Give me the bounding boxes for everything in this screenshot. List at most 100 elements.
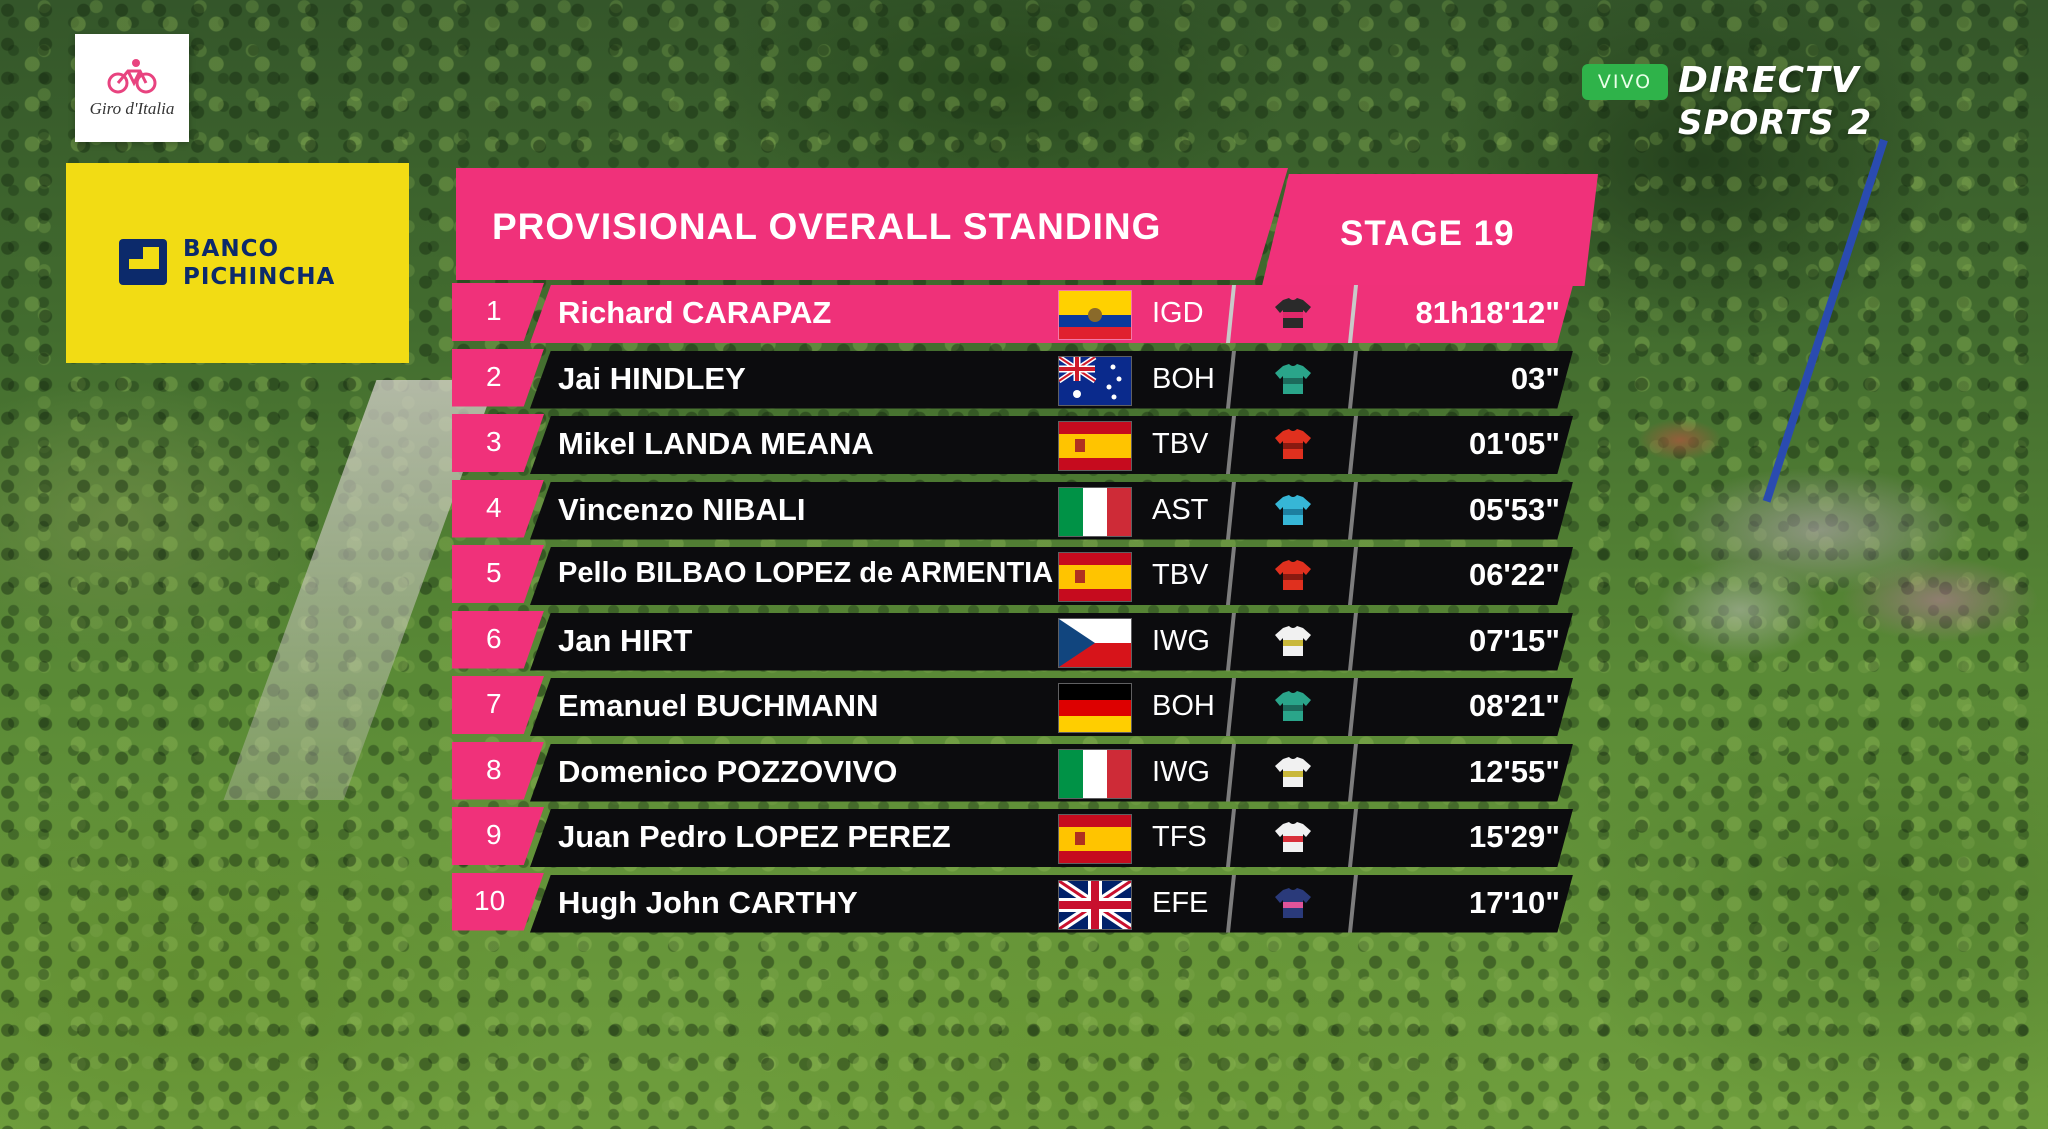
team-code: TFS bbox=[1152, 821, 1207, 853]
position-cell: 5 bbox=[452, 545, 544, 603]
row-bar bbox=[530, 743, 1573, 802]
position-cell: 2 bbox=[452, 348, 544, 407]
italy-flag bbox=[1059, 487, 1131, 536]
race-wordmark: Giro d'Italia bbox=[89, 99, 175, 118]
team-code: EFE bbox=[1152, 886, 1209, 919]
position-number: 3 bbox=[486, 426, 502, 457]
position-number: 10 bbox=[474, 884, 506, 916]
time-gap: 03" bbox=[1510, 360, 1560, 396]
time-gap: 06'22" bbox=[1468, 557, 1560, 592]
jersey-icon bbox=[1234, 482, 1352, 540]
cyclist-icon bbox=[107, 59, 157, 94]
column-divider bbox=[1348, 874, 1358, 933]
rider-name: Hugh John CARTHY bbox=[558, 884, 858, 920]
position-cell: 7 bbox=[452, 676, 544, 734]
position-number: 9 bbox=[486, 819, 502, 850]
jersey-icon bbox=[1234, 875, 1352, 933]
broadcaster-line2: SPORTS 2 bbox=[1678, 103, 1873, 143]
germany-flag bbox=[1059, 684, 1131, 732]
rider-name: Richard CARAPAZ bbox=[558, 295, 832, 330]
sponsor-line1: BANCO bbox=[183, 236, 280, 262]
czech-flag bbox=[1059, 618, 1131, 667]
position-number: 4 bbox=[486, 491, 502, 523]
stage-label: STAGE 19 bbox=[1340, 214, 1515, 253]
row-bar bbox=[530, 874, 1573, 933]
column-divider bbox=[1348, 285, 1358, 343]
standings-row: 6 Jan HIRT IWG 07'15" bbox=[0, 610, 2048, 673]
row-bar bbox=[530, 612, 1573, 671]
stage-header: STAGE 19 bbox=[1262, 174, 1598, 286]
column-divider bbox=[1348, 416, 1358, 474]
standings-row: 2 Jai HINDLEY BOH 03" bbox=[0, 348, 2048, 411]
column-divider bbox=[1226, 743, 1236, 802]
standings-row: 8 Domenico POZZOVIVO IWG 12'55" bbox=[0, 741, 2048, 804]
standings-row: 5 Pello BILBAO LOPEZ de ARMENTIA TBV 06'22" bbox=[0, 545, 2048, 607]
standings-row: 1 Richard CARAPAZ IGD 81h18'12" bbox=[0, 283, 2048, 345]
time-gap: 07'15" bbox=[1468, 622, 1560, 658]
row-bar bbox=[530, 481, 1573, 540]
spain-flag bbox=[1059, 422, 1131, 470]
jersey-icon bbox=[1234, 547, 1352, 605]
giro-ditalia-logo: Giro d'Italia bbox=[75, 34, 189, 142]
finish-area-village bbox=[1560, 380, 2048, 680]
time-gap: 81h18'12" bbox=[1415, 295, 1560, 330]
position-number: 7 bbox=[486, 688, 502, 719]
team-code: IWG bbox=[1152, 755, 1210, 788]
italy-flag bbox=[1059, 749, 1131, 798]
jersey-icon bbox=[1234, 809, 1352, 867]
time-gap: 01'05" bbox=[1468, 426, 1560, 461]
position-number: 2 bbox=[486, 360, 502, 392]
time-gap: 15'29" bbox=[1468, 819, 1560, 854]
bank-logo-icon bbox=[119, 239, 167, 285]
rider-name: Mikel LANDA MEANA bbox=[558, 426, 874, 461]
column-divider bbox=[1226, 612, 1236, 671]
sponsor-banner: BANCO PICHINCHA bbox=[66, 163, 409, 363]
ecuador-flag bbox=[1059, 291, 1131, 339]
broadcaster-logo: DIRECTV SPORTS 2 bbox=[1678, 60, 1888, 144]
standings-row: 7 Emanuel BUCHMANN BOH 08'21" bbox=[0, 676, 2048, 738]
jersey-icon bbox=[1234, 613, 1352, 671]
time-gap: 08'21" bbox=[1468, 688, 1560, 723]
standings-row: 9 Juan Pedro LOPEZ PEREZ TFS 15'29" bbox=[0, 807, 2048, 869]
standings-row: 4 Vincenzo NIBALI AST 05'53" bbox=[0, 479, 2048, 542]
row-bar bbox=[530, 547, 1573, 605]
spain-flag bbox=[1059, 815, 1131, 863]
rider-name: Domenico POZZOVIVO bbox=[558, 753, 898, 789]
team-code: IWG bbox=[1152, 624, 1210, 657]
position-number: 6 bbox=[486, 622, 502, 654]
team-code: BOH bbox=[1152, 690, 1215, 722]
column-divider bbox=[1226, 809, 1236, 867]
team-code: TBV bbox=[1152, 559, 1209, 591]
column-divider bbox=[1348, 743, 1358, 802]
column-divider bbox=[1348, 612, 1358, 671]
standings-header: PROVISIONAL OVERALL STANDING bbox=[456, 168, 1288, 280]
jersey-icon bbox=[1234, 285, 1352, 343]
position-number: 8 bbox=[486, 753, 502, 785]
standings-row: 3 Mikel LANDA MEANA TBV 01'05" bbox=[0, 414, 2048, 476]
position-cell: 4 bbox=[452, 479, 544, 538]
row-bar bbox=[530, 350, 1573, 409]
time-gap: 05'53" bbox=[1468, 491, 1560, 527]
row-bar bbox=[530, 416, 1573, 474]
column-divider bbox=[1348, 547, 1358, 605]
position-cell: 6 bbox=[452, 610, 544, 669]
row-bar bbox=[530, 285, 1573, 343]
column-divider bbox=[1348, 481, 1358, 540]
position-cell: 8 bbox=[452, 741, 544, 800]
australia-flag bbox=[1059, 356, 1131, 405]
column-divider bbox=[1226, 416, 1236, 474]
position-cell: 9 bbox=[452, 807, 544, 865]
rider-name: Juan Pedro LOPEZ PEREZ bbox=[558, 819, 951, 854]
column-divider bbox=[1226, 678, 1236, 736]
row-bar bbox=[530, 678, 1573, 736]
position-cell: 1 bbox=[452, 283, 544, 341]
column-divider bbox=[1226, 285, 1236, 343]
rider-name: Pello BILBAO LOPEZ de ARMENTIA bbox=[558, 557, 1054, 589]
rider-name: Emanuel BUCHMANN bbox=[558, 688, 879, 723]
rider-name: Vincenzo NIBALI bbox=[558, 491, 806, 527]
team-code: AST bbox=[1152, 493, 1209, 526]
position-cell: 10 bbox=[452, 872, 544, 931]
rider-name: Jan HIRT bbox=[558, 622, 693, 658]
standings-title: PROVISIONAL OVERALL STANDING bbox=[492, 206, 1162, 247]
